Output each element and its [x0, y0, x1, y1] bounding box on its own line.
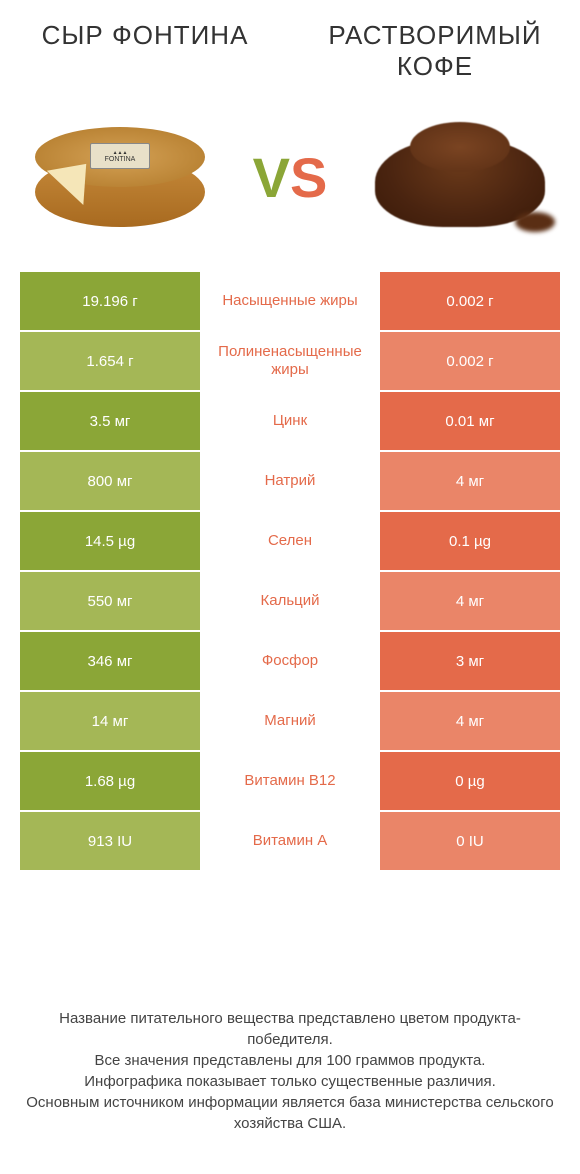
cell-right: 0.01 мг: [380, 392, 560, 450]
footer-line: Инфографика показывает только существенн…: [20, 1071, 560, 1092]
header: СЫР ФОНТИНА РАСТВОРИМЫЙ КОФЕ: [0, 0, 580, 92]
product-title-right: РАСТВОРИМЫЙ КОФЕ: [320, 20, 550, 82]
vs-s: S: [290, 145, 327, 210]
footer-line: Все значения представлены для 100 граммо…: [20, 1050, 560, 1071]
cell-left: 14 мг: [20, 692, 200, 750]
vs-badge: VS: [253, 145, 328, 210]
cell-right: 3 мг: [380, 632, 560, 690]
cell-mid: Фосфор: [200, 632, 380, 690]
cell-right: 4 мг: [380, 572, 560, 630]
cell-left: 19.196 г: [20, 272, 200, 330]
footer: Название питательного вещества представл…: [0, 1008, 580, 1134]
cell-left: 1.68 µg: [20, 752, 200, 810]
cell-right: 0 µg: [380, 752, 560, 810]
footer-line: Название питательного вещества представл…: [20, 1008, 560, 1050]
table-row: 14 мгМагний4 мг: [20, 692, 560, 750]
coffee-icon: [365, 107, 555, 247]
cell-right: 0.002 г: [380, 272, 560, 330]
cell-left: 913 IU: [20, 812, 200, 870]
vs-v: V: [253, 145, 290, 210]
product-title-left: СЫР ФОНТИНА: [30, 20, 260, 82]
comparison-table: 19.196 гНасыщенные жиры0.002 г1.654 гПол…: [0, 272, 580, 870]
cell-right: 4 мг: [380, 692, 560, 750]
cell-left: 346 мг: [20, 632, 200, 690]
table-row: 800 мгНатрий4 мг: [20, 452, 560, 510]
cell-right: 0 IU: [380, 812, 560, 870]
cell-left: 3.5 мг: [20, 392, 200, 450]
cell-mid: Натрий: [200, 452, 380, 510]
cell-left: 1.654 г: [20, 332, 200, 390]
table-row: 913 IUВитамин A0 IU: [20, 812, 560, 870]
table-row: 1.654 гПолиненасыщенные жиры0.002 г: [20, 332, 560, 390]
cell-right: 0.1 µg: [380, 512, 560, 570]
cell-right: 4 мг: [380, 452, 560, 510]
cell-mid: Витамин B12: [200, 752, 380, 810]
table-row: 1.68 µgВитамин B120 µg: [20, 752, 560, 810]
cell-mid: Селен: [200, 512, 380, 570]
table-row: 19.196 гНасыщенные жиры0.002 г: [20, 272, 560, 330]
cell-left: 800 мг: [20, 452, 200, 510]
table-row: 346 мгФосфор3 мг: [20, 632, 560, 690]
table-row: 550 мгКальций4 мг: [20, 572, 560, 630]
cheese-label: ▲▲▲ FONTINA: [90, 143, 150, 169]
cheese-icon: ▲▲▲ FONTINA: [30, 117, 210, 237]
cell-mid: Кальций: [200, 572, 380, 630]
cell-mid: Магний: [200, 692, 380, 750]
cell-mid: Витамин A: [200, 812, 380, 870]
cell-mid: Цинк: [200, 392, 380, 450]
images-row: ▲▲▲ FONTINA VS: [0, 92, 580, 272]
footer-line: Основным источником информации является …: [20, 1092, 560, 1134]
cell-left: 550 мг: [20, 572, 200, 630]
cell-mid: Полиненасыщенные жиры: [200, 332, 380, 390]
table-row: 3.5 мгЦинк0.01 мг: [20, 392, 560, 450]
table-row: 14.5 µgСелен0.1 µg: [20, 512, 560, 570]
cell-mid: Насыщенные жиры: [200, 272, 380, 330]
cell-right: 0.002 г: [380, 332, 560, 390]
cell-left: 14.5 µg: [20, 512, 200, 570]
product-image-left: ▲▲▲ FONTINA: [20, 102, 220, 252]
product-image-right: [360, 102, 560, 252]
